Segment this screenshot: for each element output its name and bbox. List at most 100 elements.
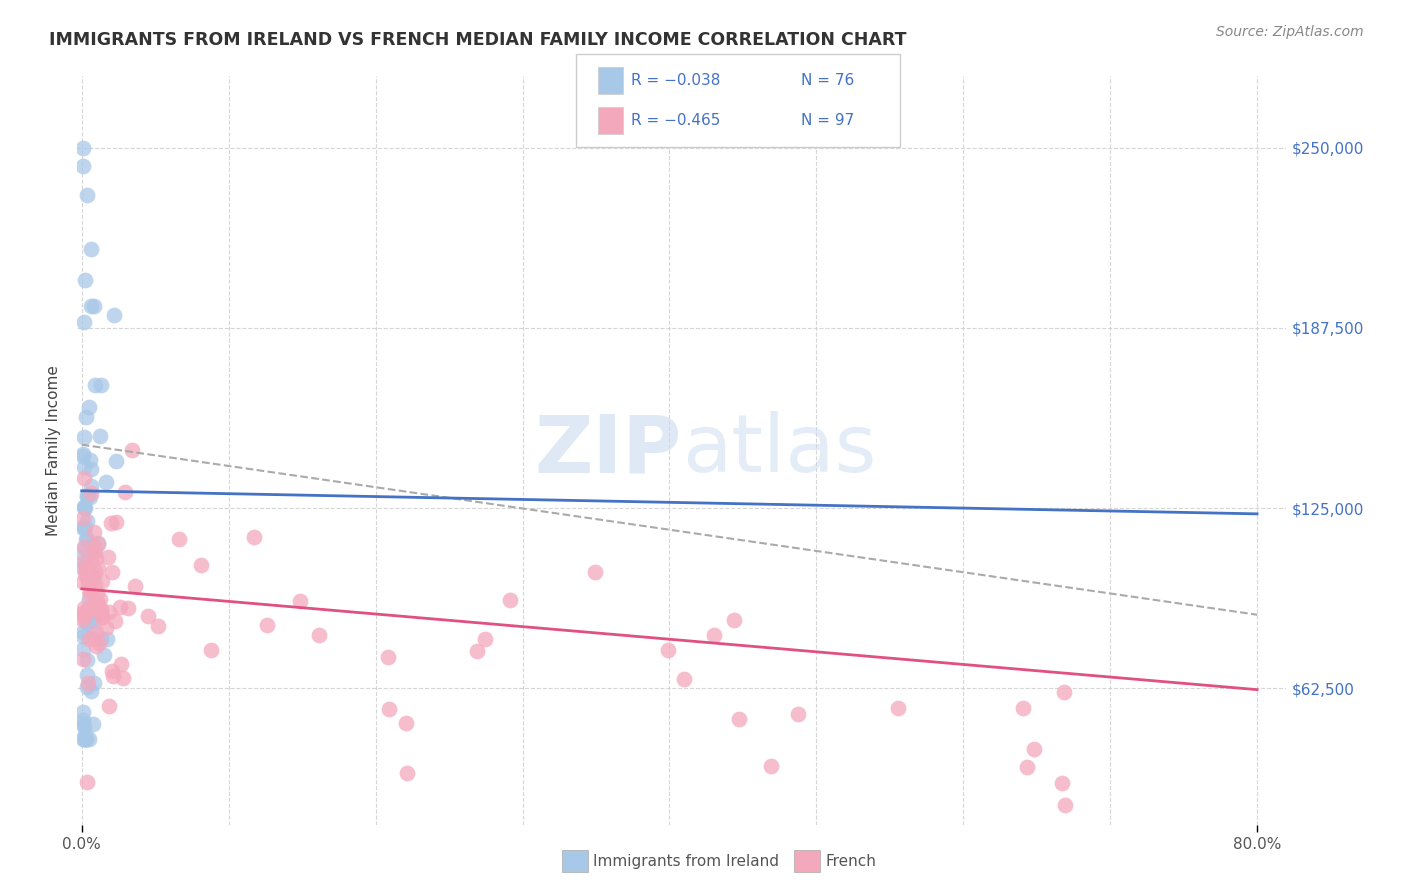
Point xyxy=(76,532,98,546)
Point xyxy=(105,515,128,529)
Point xyxy=(75,563,97,577)
Point xyxy=(72,609,94,624)
Text: R = −0.465: R = −0.465 xyxy=(631,113,721,128)
Point xyxy=(79,607,101,621)
Point xyxy=(84,378,107,392)
Point xyxy=(84,624,107,639)
Point xyxy=(108,600,131,615)
Point xyxy=(84,603,107,617)
Point xyxy=(73,471,96,485)
Point xyxy=(73,719,96,733)
Point xyxy=(72,511,94,525)
Point xyxy=(79,588,101,602)
Point xyxy=(76,488,98,502)
Point xyxy=(723,613,745,627)
Point xyxy=(75,731,97,746)
Point xyxy=(73,541,96,555)
Point xyxy=(76,490,98,504)
Point xyxy=(673,672,696,686)
Point xyxy=(114,485,136,500)
Point xyxy=(72,625,94,640)
Point xyxy=(887,701,910,715)
Point xyxy=(124,579,146,593)
Point xyxy=(86,594,108,608)
Point xyxy=(72,652,94,666)
Point xyxy=(73,731,96,746)
Point xyxy=(103,668,125,682)
Point xyxy=(75,731,97,746)
Point xyxy=(474,632,496,646)
Point xyxy=(82,600,104,615)
Point xyxy=(72,159,94,173)
Point xyxy=(87,537,110,551)
Point xyxy=(83,632,105,646)
Point xyxy=(72,447,94,461)
Point xyxy=(100,516,122,530)
Point xyxy=(395,715,418,730)
Point xyxy=(79,593,101,607)
Y-axis label: Median Family Income: Median Family Income xyxy=(46,365,62,536)
Point xyxy=(1024,741,1046,756)
Point xyxy=(80,619,103,633)
Text: ZIP: ZIP xyxy=(534,411,682,490)
Point xyxy=(121,443,143,458)
Point xyxy=(72,575,94,590)
Point xyxy=(80,581,103,595)
Point xyxy=(80,479,103,493)
Text: N = 76: N = 76 xyxy=(801,73,855,87)
Point xyxy=(73,315,96,329)
Point xyxy=(308,628,330,642)
Point xyxy=(90,574,112,588)
Point xyxy=(73,501,96,516)
Point xyxy=(104,454,127,468)
Point xyxy=(79,452,101,467)
Point xyxy=(80,537,103,551)
Point xyxy=(377,702,399,716)
Point xyxy=(76,676,98,690)
Point xyxy=(104,614,127,628)
Point xyxy=(89,429,111,443)
Point xyxy=(80,614,103,628)
Point xyxy=(101,565,124,579)
Point xyxy=(498,593,520,607)
Point xyxy=(79,491,101,505)
Point xyxy=(75,532,97,546)
Point xyxy=(1017,760,1039,774)
Point xyxy=(96,632,118,646)
Point xyxy=(1011,701,1033,715)
Point xyxy=(73,600,96,615)
Point xyxy=(786,706,808,721)
Point xyxy=(75,561,97,575)
Point xyxy=(79,584,101,599)
Text: Source: ZipAtlas.com: Source: ZipAtlas.com xyxy=(1216,25,1364,39)
Point xyxy=(97,699,120,714)
Point xyxy=(110,657,132,671)
Point xyxy=(83,546,105,560)
Point xyxy=(89,591,111,606)
Point xyxy=(703,628,725,642)
Point xyxy=(93,648,115,662)
Point xyxy=(76,653,98,667)
Point xyxy=(77,731,100,746)
Point xyxy=(96,621,118,635)
Point xyxy=(84,578,107,592)
Point xyxy=(79,632,101,646)
Point xyxy=(72,731,94,746)
Point xyxy=(90,378,112,392)
Point xyxy=(136,608,159,623)
Point xyxy=(80,299,103,313)
Point xyxy=(96,475,118,490)
Point xyxy=(77,400,100,414)
Point xyxy=(73,566,96,581)
Point xyxy=(83,609,105,624)
Point xyxy=(91,610,114,624)
Point xyxy=(73,541,96,555)
Point xyxy=(80,486,103,500)
Point xyxy=(84,639,107,653)
Point xyxy=(72,555,94,569)
Point xyxy=(377,649,399,664)
Point xyxy=(288,594,311,608)
Point xyxy=(200,643,222,657)
Point xyxy=(112,672,135,686)
Point xyxy=(759,758,782,772)
